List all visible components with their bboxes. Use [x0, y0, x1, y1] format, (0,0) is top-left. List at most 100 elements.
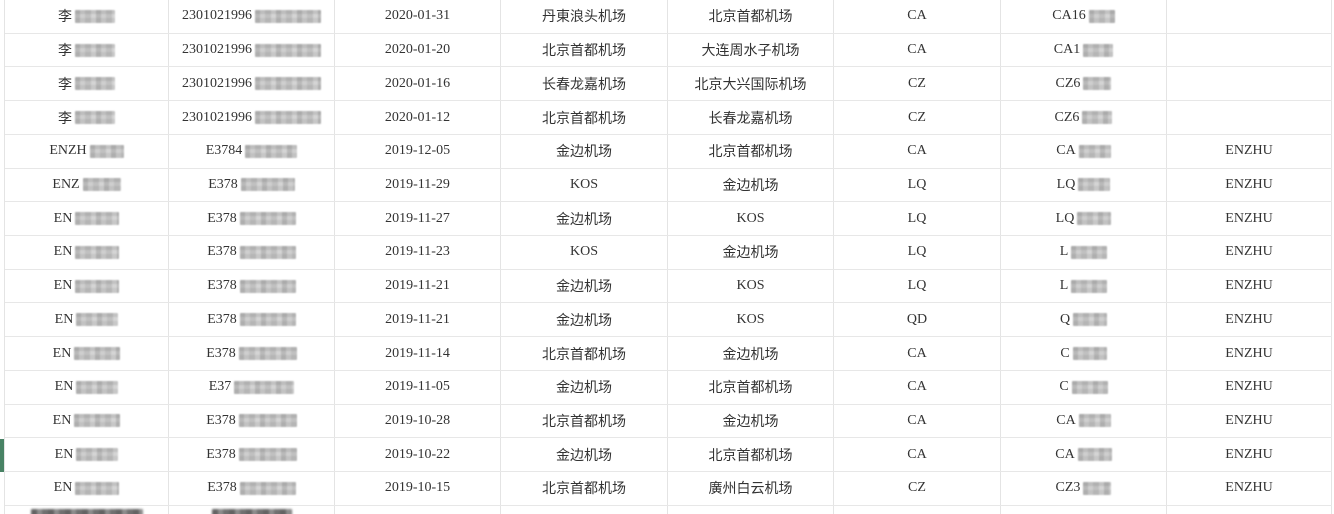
cell-id-number[interactable]: E378	[169, 269, 335, 303]
cell-flight-number[interactable]: L	[1001, 269, 1167, 303]
table-row[interactable]: EN E378 2019-11-23 KOS 金边机场 LQ L ENZHU	[5, 236, 1332, 270]
cell-arrival-airport[interactable]: 北京大兴国际机场	[668, 67, 834, 101]
cell-name[interactable]: EN	[5, 370, 169, 404]
cell-name[interactable]: EN	[5, 269, 169, 303]
cell-date[interactable]: 2019-11-14	[335, 337, 501, 370]
cell-date[interactable]	[335, 505, 501, 514]
cell-date[interactable]: 2019-11-29	[335, 168, 501, 202]
cell-name[interactable]: EN	[5, 472, 169, 505]
cell-date[interactable]: 2020-01-12	[335, 101, 501, 134]
cell-airline-code[interactable]: CZ	[834, 472, 1001, 505]
cell-departure-airport[interactable]	[501, 505, 668, 514]
cell-flight-number[interactable]: L	[1001, 236, 1167, 269]
cell-pinyin-name[interactable]: ENZHU	[1167, 202, 1332, 236]
cell-departure-airport[interactable]: 金边机场	[501, 438, 668, 472]
cell-departure-airport[interactable]: 金边机场	[501, 202, 668, 236]
cell-pinyin-name[interactable]	[1167, 33, 1332, 67]
table-row[interactable]: 李 2301021996 2020-01-16 长春龙嘉机场 北京大兴国际机场 CZ CZ6	[5, 67, 1332, 102]
cell-pinyin-name[interactable]: ENZHU	[1167, 134, 1332, 168]
cell-arrival-airport[interactable]: 北京首都机场	[668, 0, 834, 33]
cell-airline-code[interactable]: CA	[834, 337, 1001, 370]
cell-departure-airport[interactable]: 北京首都机场	[501, 404, 668, 438]
cell-arrival-airport[interactable]	[668, 505, 834, 514]
cell-flight-number[interactable]: CA	[1001, 134, 1167, 168]
cell-pinyin-name[interactable]	[1167, 505, 1332, 514]
cell-name[interactable]: 李	[5, 0, 169, 33]
cell-flight-number[interactable]: CA16	[1001, 0, 1167, 33]
cell-flight-number[interactable]	[1001, 505, 1167, 514]
cell-id-number[interactable]	[169, 505, 335, 514]
cell-id-number[interactable]: E37	[169, 370, 335, 404]
cell-departure-airport[interactable]: 北京首都机场	[501, 101, 668, 134]
table-row[interactable]: EN E378 2019-11-21 金边机场 KOS LQ L ENZHU	[5, 269, 1332, 304]
cell-id-number[interactable]: E3784	[169, 134, 335, 168]
cell-airline-code[interactable]: CA	[834, 33, 1001, 67]
cell-date[interactable]: 2020-01-16	[335, 67, 501, 101]
cell-flight-number[interactable]: LQ	[1001, 202, 1167, 236]
cell-date[interactable]: 2020-01-20	[335, 33, 501, 67]
cell-name[interactable]: 李	[5, 67, 169, 101]
cell-id-number[interactable]: 2301021996	[169, 67, 335, 101]
table-row[interactable]: EN E378 2019-10-28 北京首都机场 金边机场 CA CA ENZHU	[5, 404, 1332, 439]
cell-departure-airport[interactable]: 北京首都机场	[501, 337, 668, 370]
cell-name[interactable]	[5, 505, 169, 514]
cell-flight-number[interactable]: CZ6	[1001, 101, 1167, 134]
cell-arrival-airport[interactable]: 北京首都机场	[668, 438, 834, 472]
cell-arrival-airport[interactable]: 金边机场	[668, 337, 834, 370]
cell-pinyin-name[interactable]: ENZHU	[1167, 168, 1332, 202]
cell-pinyin-name[interactable]: ENZHU	[1167, 438, 1332, 472]
cell-flight-number[interactable]: C	[1001, 337, 1167, 370]
cell-airline-code[interactable]: QD	[834, 303, 1001, 337]
table-row-partial[interactable]	[5, 505, 1332, 514]
cell-pinyin-name[interactable]	[1167, 67, 1332, 101]
cell-departure-airport[interactable]: KOS	[501, 168, 668, 202]
cell-name[interactable]: ENZH	[5, 134, 169, 168]
table-row[interactable]: 李 2301021996 2020-01-12 北京首都机场 长春龙嘉机场 CZ CZ6	[5, 101, 1332, 135]
cell-airline-code[interactable]: CA	[834, 0, 1001, 33]
cell-name[interactable]: ENZ	[5, 168, 169, 202]
cell-departure-airport[interactable]: 金边机场	[501, 269, 668, 303]
cell-id-number[interactable]: E378	[169, 168, 335, 202]
table-row[interactable]: EN E37 2019-11-05 金边机场 北京首都机场 CA C ENZHU	[5, 370, 1332, 405]
cell-date[interactable]: 2019-10-15	[335, 472, 501, 505]
cell-id-number[interactable]: E378	[169, 404, 335, 438]
cell-name[interactable]: EN	[5, 202, 169, 236]
table-row[interactable]: ENZ E378 2019-11-29 KOS 金边机场 LQ LQ ENZHU	[5, 168, 1332, 203]
cell-airline-code[interactable]	[834, 505, 1001, 514]
cell-flight-number[interactable]: C	[1001, 370, 1167, 404]
table-row[interactable]: 李 2301021996 2020-01-20 北京首都机场 大连周水子机场 CA CA1	[5, 33, 1332, 68]
cell-id-number[interactable]: E378	[169, 236, 335, 269]
cell-pinyin-name[interactable]: ENZHU	[1167, 337, 1332, 370]
table-row[interactable]: EN E378 2019-11-14 北京首都机场 金边机场 CA C ENZHU	[5, 337, 1332, 371]
cell-pinyin-name[interactable]	[1167, 101, 1332, 134]
cell-id-number[interactable]: E378	[169, 472, 335, 505]
cell-date[interactable]: 2019-11-23	[335, 236, 501, 269]
cell-airline-code[interactable]: LQ	[834, 202, 1001, 236]
cell-flight-number[interactable]: CZ3	[1001, 472, 1167, 505]
cell-name[interactable]: EN	[5, 337, 169, 370]
cell-id-number[interactable]: 2301021996	[169, 0, 335, 33]
cell-departure-airport[interactable]: 丹東浪头机场	[501, 0, 668, 33]
cell-departure-airport[interactable]: 金边机场	[501, 303, 668, 337]
table-row[interactable]: EN E378 2019-10-15 北京首都机场 廣州白云机场 CZ CZ3 ENZHU	[5, 472, 1332, 506]
cell-id-number[interactable]: E378	[169, 202, 335, 236]
cell-departure-airport[interactable]: 北京首都机场	[501, 472, 668, 505]
cell-name[interactable]: 李	[5, 33, 169, 67]
cell-id-number[interactable]: E378	[169, 337, 335, 370]
cell-arrival-airport[interactable]: 长春龙嘉机场	[668, 101, 834, 134]
cell-date[interactable]: 2020-01-31	[335, 0, 501, 33]
cell-pinyin-name[interactable]: ENZHU	[1167, 404, 1332, 438]
cell-airline-code[interactable]: CA	[834, 438, 1001, 472]
cell-airline-code[interactable]: LQ	[834, 236, 1001, 269]
cell-flight-number[interactable]: CA	[1001, 404, 1167, 438]
cell-date[interactable]: 2019-11-05	[335, 370, 501, 404]
cell-flight-number[interactable]: LQ	[1001, 168, 1167, 202]
cell-pinyin-name[interactable]: ENZHU	[1167, 472, 1332, 505]
cell-arrival-airport[interactable]: 廣州白云机场	[668, 472, 834, 505]
cell-flight-number[interactable]: CA	[1001, 438, 1167, 472]
cell-pinyin-name[interactable]: ENZHU	[1167, 370, 1332, 404]
cell-id-number[interactable]: 2301021996	[169, 101, 335, 134]
cell-flight-number[interactable]: Q	[1001, 303, 1167, 337]
cell-arrival-airport[interactable]: 北京首都机场	[668, 134, 834, 168]
cell-departure-airport[interactable]: 金边机场	[501, 134, 668, 168]
